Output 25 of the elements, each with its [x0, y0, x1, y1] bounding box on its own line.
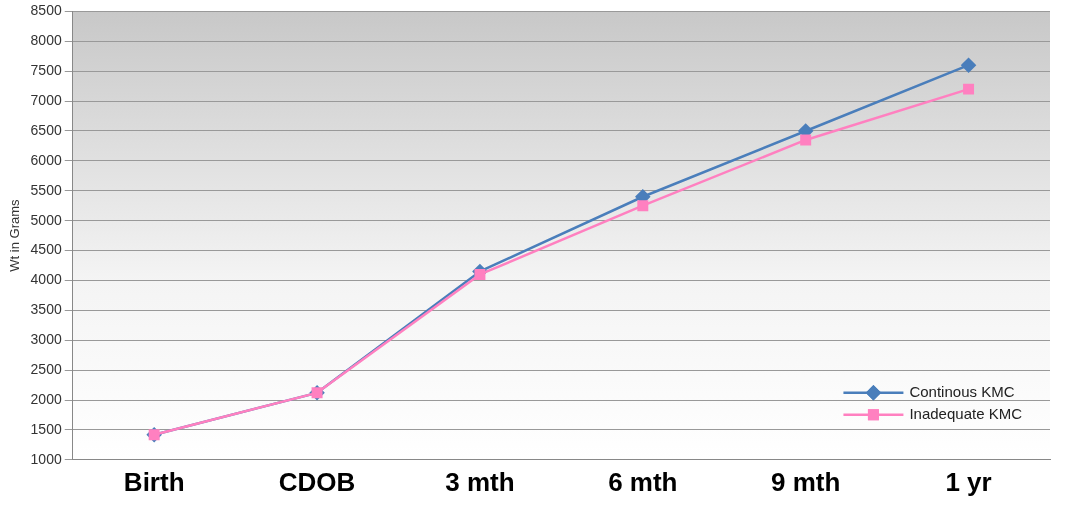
x-tick-label: CDOB: [278, 466, 356, 497]
y-tick-label: 6500: [30, 121, 62, 138]
x-tick-label: 6 mth: [608, 466, 678, 497]
y-tick-label: 7000: [30, 91, 62, 108]
y-tick-label: 2500: [30, 360, 62, 377]
x-tick-label: Birth: [123, 466, 185, 497]
y-tick-label: 6000: [30, 151, 62, 168]
y-tick-label: 4000: [30, 271, 62, 288]
y-tick-label: 1500: [30, 420, 62, 437]
y-tick-label: 3500: [30, 301, 62, 318]
legend-label: Inadequate KMC: [909, 404, 1023, 422]
x-tick-label: 1 yr: [945, 466, 992, 497]
legend-label: Continous KMC: [909, 382, 1015, 400]
y-tick-label: 3000: [30, 331, 62, 348]
y-tick-label: 5500: [30, 181, 62, 198]
y-tick-label: 2000: [30, 390, 62, 407]
y-tick-label: 7500: [30, 62, 62, 79]
y-tick-label: 4500: [30, 241, 62, 258]
x-tick-label: 3 mth: [445, 466, 515, 497]
y-axis-title: Wt in Grams: [7, 198, 23, 272]
y-tick-label: 1000: [30, 450, 62, 467]
x-tick-label: 9 mth: [771, 466, 841, 497]
y-tick-label: 8500: [30, 2, 62, 19]
y-tick-label: 8000: [30, 32, 62, 49]
y-tick-label: 5000: [30, 211, 62, 228]
